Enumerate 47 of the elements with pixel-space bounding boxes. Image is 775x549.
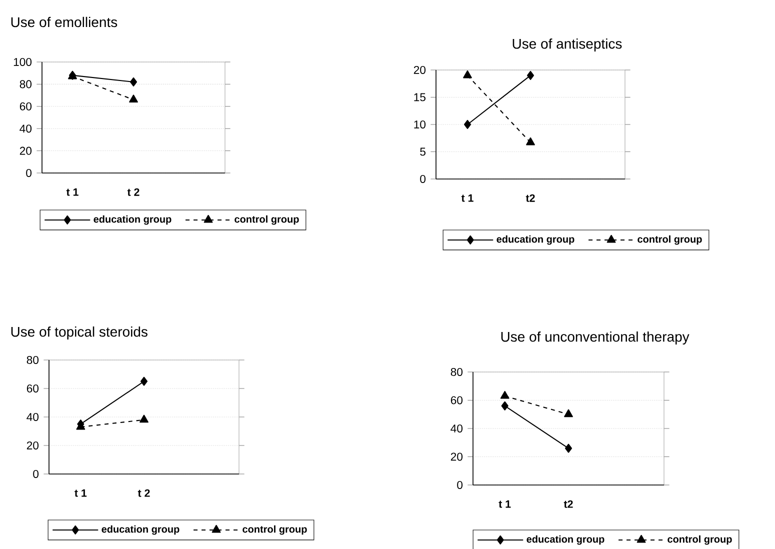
point: [564, 444, 572, 453]
y-tick-label: 40: [26, 412, 39, 421]
y-tick-label: 20: [20, 146, 32, 155]
x-tick-label: t2: [564, 500, 573, 508]
y-tick-label: 100: [14, 58, 32, 66]
chart-title: Use of topical steroids: [11, 326, 148, 340]
y-tick-label: 20: [26, 441, 39, 450]
y-tick-label: 0: [26, 168, 32, 177]
y-tick-label: 60: [26, 384, 39, 392]
y-tick-label: 15: [414, 93, 426, 102]
x-tick-label: t 1: [498, 500, 511, 508]
y-tick-label: 40: [450, 424, 463, 432]
legend-label: control group: [638, 235, 702, 245]
x-tick-label: t 1: [461, 194, 474, 202]
chart-title: Use of unconventional therapy: [501, 331, 690, 345]
legend-label: education group: [526, 535, 604, 545]
y-tick-label: 80: [20, 80, 32, 88]
y-tick-label: 0: [33, 470, 39, 478]
y-tick-label: 40: [20, 124, 32, 133]
legend-label: control group: [668, 535, 732, 545]
x-tick-label: t 1: [74, 489, 87, 497]
point: [501, 401, 508, 410]
y-tick-label: 80: [26, 356, 39, 364]
y-tick-label: 20: [414, 66, 426, 74]
point: [464, 120, 472, 130]
x-tick-label: t 2: [127, 188, 140, 196]
y-tick-label: 60: [20, 102, 32, 110]
chart-title: Use of antiseptics: [512, 38, 622, 52]
x-tick-label: t 2: [138, 489, 150, 497]
y-tick-label: 10: [414, 120, 426, 128]
y-tick-label: 5: [420, 148, 426, 156]
chart-title: Use of emollients: [11, 16, 118, 28]
point: [140, 376, 148, 386]
y-tick-label: 20: [450, 452, 463, 461]
y-tick-label: 0: [457, 480, 463, 489]
point: [130, 77, 138, 87]
legend-label: education group: [496, 235, 574, 245]
legend-label: education group: [102, 525, 180, 535]
x-tick-label: t 1: [66, 188, 78, 196]
point: [526, 70, 534, 80]
legend-label: control group: [234, 215, 299, 225]
y-tick-label: 80: [450, 368, 463, 376]
legend-label: control group: [242, 525, 307, 535]
x-tick-label: t2: [526, 194, 535, 202]
y-tick-label: 0: [420, 174, 426, 183]
y-tick-label: 60: [450, 396, 463, 404]
legend-label: education group: [94, 215, 172, 225]
